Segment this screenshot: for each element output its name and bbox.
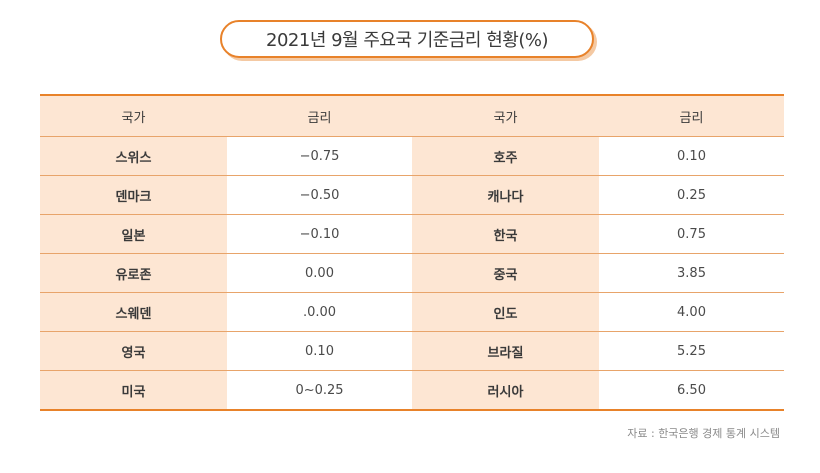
header-rate-right: 금리 bbox=[599, 95, 784, 137]
rate-cell: −0.50 bbox=[227, 175, 412, 215]
source-note: 자료 : 한국은행 경제 통계 시스템 bbox=[627, 427, 780, 440]
country-cell: 일본 bbox=[40, 214, 227, 254]
country-cell: 덴마크 bbox=[40, 175, 227, 215]
rate-cell: 0.25 bbox=[599, 175, 784, 215]
header-country-right: 국가 bbox=[412, 95, 599, 137]
rate-cell: .0.00 bbox=[227, 292, 412, 332]
country-cell: 캐나다 bbox=[412, 175, 599, 215]
country-cell: 스위스 bbox=[40, 136, 227, 176]
country-cell: 중국 bbox=[412, 253, 599, 293]
interest-rate-table: 국가 금리 국가 금리 스위스 −0.75 호주 0.10 덴마크 −0.50 … bbox=[40, 94, 784, 411]
country-cell: 브라질 bbox=[412, 331, 599, 371]
rate-cell: 0~0.25 bbox=[227, 370, 412, 410]
country-cell: 호주 bbox=[412, 136, 599, 176]
rate-cell: 3.85 bbox=[599, 253, 784, 293]
header-rate-left: 금리 bbox=[227, 95, 412, 137]
rate-cell: 6.50 bbox=[599, 370, 784, 410]
table-row: 일본 −0.10 한국 0.75 bbox=[40, 214, 784, 254]
rate-cell: −0.10 bbox=[227, 214, 412, 254]
rate-cell: 5.25 bbox=[599, 331, 784, 371]
country-cell: 스웨덴 bbox=[40, 292, 227, 332]
table-row: 스위스 −0.75 호주 0.10 bbox=[40, 136, 784, 176]
rate-cell: −0.75 bbox=[227, 136, 412, 176]
country-cell: 한국 bbox=[412, 214, 599, 254]
table-header-row: 국가 금리 국가 금리 bbox=[40, 95, 784, 137]
rate-cell: 0.75 bbox=[599, 214, 784, 254]
table-row: 유로존 0.00 중국 3.85 bbox=[40, 253, 784, 293]
country-cell: 미국 bbox=[40, 370, 227, 410]
rate-cell: 0.10 bbox=[227, 331, 412, 371]
title-banner: 2021년 9월 주요국 기준금리 현황(%) bbox=[220, 20, 594, 58]
country-cell: 영국 bbox=[40, 331, 227, 371]
table-row: 영국 0.10 브라질 5.25 bbox=[40, 331, 784, 371]
table-row: 덴마크 −0.50 캐나다 0.25 bbox=[40, 175, 784, 215]
page-title: 2021년 9월 주요국 기준금리 현황(%) bbox=[266, 30, 548, 51]
header-country-left: 국가 bbox=[40, 95, 227, 137]
table-row: 스웨덴 .0.00 인도 4.00 bbox=[40, 292, 784, 332]
country-cell: 인도 bbox=[412, 292, 599, 332]
country-cell: 러시아 bbox=[412, 370, 599, 410]
table-row: 미국 0~0.25 러시아 6.50 bbox=[40, 370, 784, 410]
rate-cell: 0.00 bbox=[227, 253, 412, 293]
country-cell: 유로존 bbox=[40, 253, 227, 293]
rate-cell: 0.10 bbox=[599, 136, 784, 176]
rate-cell: 4.00 bbox=[599, 292, 784, 332]
